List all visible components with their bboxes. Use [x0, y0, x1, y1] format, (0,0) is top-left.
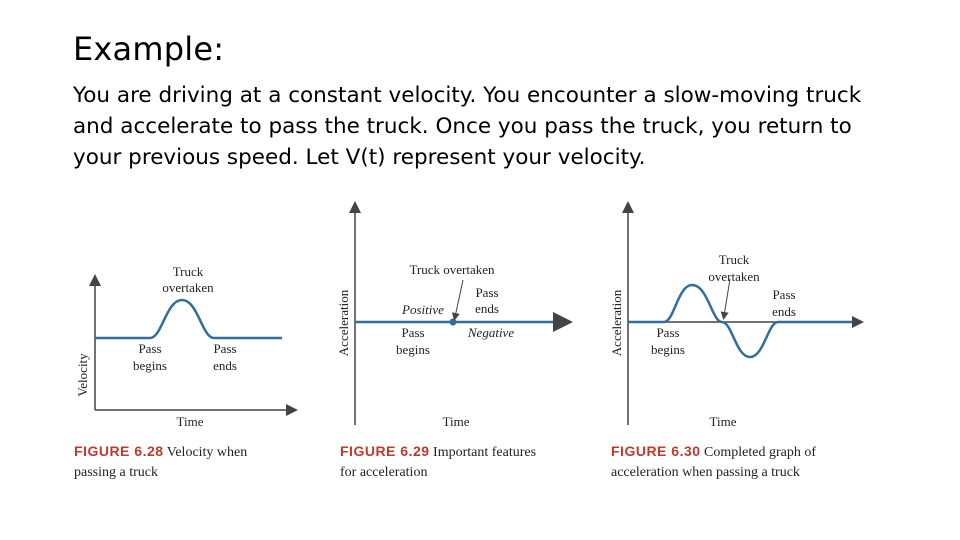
velocity-graph: Velocity Time Truck overtaken Pass begin…: [75, 264, 298, 429]
acceleration-features-graph: Acceleration Time Truck overtaken Pass e…: [336, 201, 573, 429]
figure-number: FIGURE 6.29: [340, 443, 430, 459]
caption-6-30: FIGURE 6.30 Completed graph of accelerat…: [611, 441, 816, 483]
problem-statement: You are driving at a constant velocity. …: [73, 83, 862, 170]
label-ends: ends: [213, 358, 237, 373]
x-axis-label: Time: [710, 414, 737, 429]
y-axis-label: Acceleration: [336, 289, 351, 356]
caption-6-29: FIGURE 6.29 Important features for accel…: [340, 441, 536, 483]
pointer-line: [451, 279, 464, 321]
caption-line: passing a truck: [74, 465, 158, 480]
label-pass: Pass: [656, 325, 679, 340]
y-axis-label: Velocity: [75, 353, 90, 397]
label-pass: Pass: [772, 287, 795, 302]
caption-line: Completed graph of: [704, 445, 817, 460]
label-begins: begins: [651, 342, 685, 357]
pointer-line: [720, 278, 731, 320]
label-pass: Pass: [213, 341, 236, 356]
figure-acceleration-features: Acceleration Time Truck overtaken Pass e…: [335, 195, 575, 435]
overtaken-point: [449, 318, 457, 326]
label-ends: ends: [772, 304, 796, 319]
label-pass: Pass: [401, 325, 424, 340]
label-begins: begins: [133, 358, 167, 373]
y-axis-label: Acceleration: [609, 289, 624, 356]
label-overtaken: overtaken: [708, 269, 760, 284]
label-negative: Negative: [467, 325, 514, 340]
x-axis-label: Time: [443, 414, 470, 429]
figure-velocity: Velocity Time Truck overtaken Pass begin…: [70, 195, 310, 435]
label-ends: ends: [475, 301, 499, 316]
acceleration-completed-graph: Acceleration Time Truck overtaken Pass b…: [609, 201, 864, 429]
caption-line: acceleration when passing a truck: [611, 465, 800, 480]
velocity-curve: [95, 298, 282, 340]
caption-line: for acceleration: [340, 465, 428, 480]
caption-line: Velocity when: [166, 445, 248, 460]
figure-acceleration-completed: Acceleration Time Truck overtaken Pass b…: [606, 195, 864, 435]
label-truck: Truck: [719, 252, 750, 267]
label-truck: Truck: [173, 264, 204, 279]
label-truck-overtaken: Truck overtaken: [409, 262, 495, 277]
caption-6-28: FIGURE 6.28 Velocity when passing a truc…: [74, 441, 247, 483]
slide-title: Example:: [73, 30, 225, 68]
label-overtaken: overtaken: [162, 280, 214, 295]
figure-number: FIGURE 6.28: [74, 443, 164, 459]
label-pass: Pass: [475, 285, 498, 300]
acceleration-curve: [628, 283, 852, 359]
label-positive: Positive: [401, 302, 444, 317]
x-axis-label: Time: [177, 414, 204, 429]
caption-line: Important features: [433, 445, 537, 460]
label-begins: begins: [396, 342, 430, 357]
figure-number: FIGURE 6.30: [611, 443, 701, 459]
label-pass: Pass: [138, 341, 161, 356]
